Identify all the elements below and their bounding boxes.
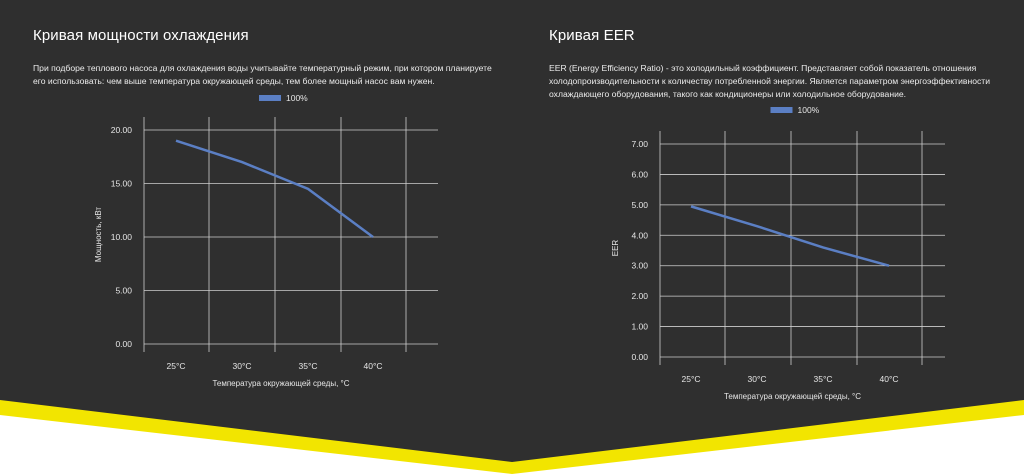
legend-label: 100% bbox=[286, 93, 308, 103]
x-axis-label: Температура окружающей среды, °C bbox=[724, 392, 861, 401]
y-axis-label: EER bbox=[611, 240, 620, 257]
y-tick-label: 2.00 bbox=[631, 291, 648, 301]
x-tick-label: 35°C bbox=[814, 374, 833, 384]
y-tick-label: 5.00 bbox=[631, 200, 648, 210]
eer-section: Кривая EER EER (Energy Efficiency Ratio)… bbox=[549, 27, 994, 101]
y-tick-label: 1.00 bbox=[631, 322, 648, 332]
legend-swatch bbox=[770, 107, 793, 113]
y-tick-label: 10.00 bbox=[111, 232, 133, 242]
section-description: EER (Energy Efficiency Ratio) - это холо… bbox=[549, 63, 991, 99]
x-axis-label: Температура окружающей среды, °C bbox=[212, 379, 349, 388]
x-tick-label: 40°C bbox=[880, 374, 899, 384]
y-tick-label: 7.00 bbox=[631, 139, 648, 149]
y-tick-label: 6.00 bbox=[631, 169, 648, 179]
y-tick-label: 15.00 bbox=[111, 179, 133, 189]
white-bottom-chevron bbox=[0, 415, 1024, 474]
legend-label: 100% bbox=[798, 105, 820, 115]
legend-swatch bbox=[259, 95, 281, 101]
section-description: При подборе теплового насоса для охлажде… bbox=[33, 63, 492, 86]
y-tick-label: 0.00 bbox=[115, 339, 132, 349]
y-tick-label: 3.00 bbox=[631, 261, 648, 271]
x-tick-label: 35°C bbox=[299, 361, 318, 371]
x-tick-label: 40°C bbox=[364, 361, 383, 371]
x-tick-label: 30°C bbox=[748, 374, 767, 384]
series-line bbox=[175, 139, 374, 239]
y-axis-label: Мощность, кВт bbox=[94, 207, 103, 263]
section-title: Кривая мощности охлаждения bbox=[33, 27, 249, 44]
x-tick-label: 30°C bbox=[233, 361, 252, 371]
x-tick-label: 25°C bbox=[682, 374, 701, 384]
cooling-capacity-section: Кривая мощности охлаждения При подборе т… bbox=[33, 27, 503, 88]
y-tick-label: 0.00 bbox=[631, 352, 648, 362]
series-line bbox=[690, 205, 890, 267]
y-tick-label: 5.00 bbox=[115, 286, 132, 296]
x-tick-label: 25°C bbox=[167, 361, 186, 371]
y-tick-label: 4.00 bbox=[631, 230, 648, 240]
y-tick-label: 20.00 bbox=[111, 125, 133, 135]
section-title: Кривая EER bbox=[549, 27, 635, 44]
